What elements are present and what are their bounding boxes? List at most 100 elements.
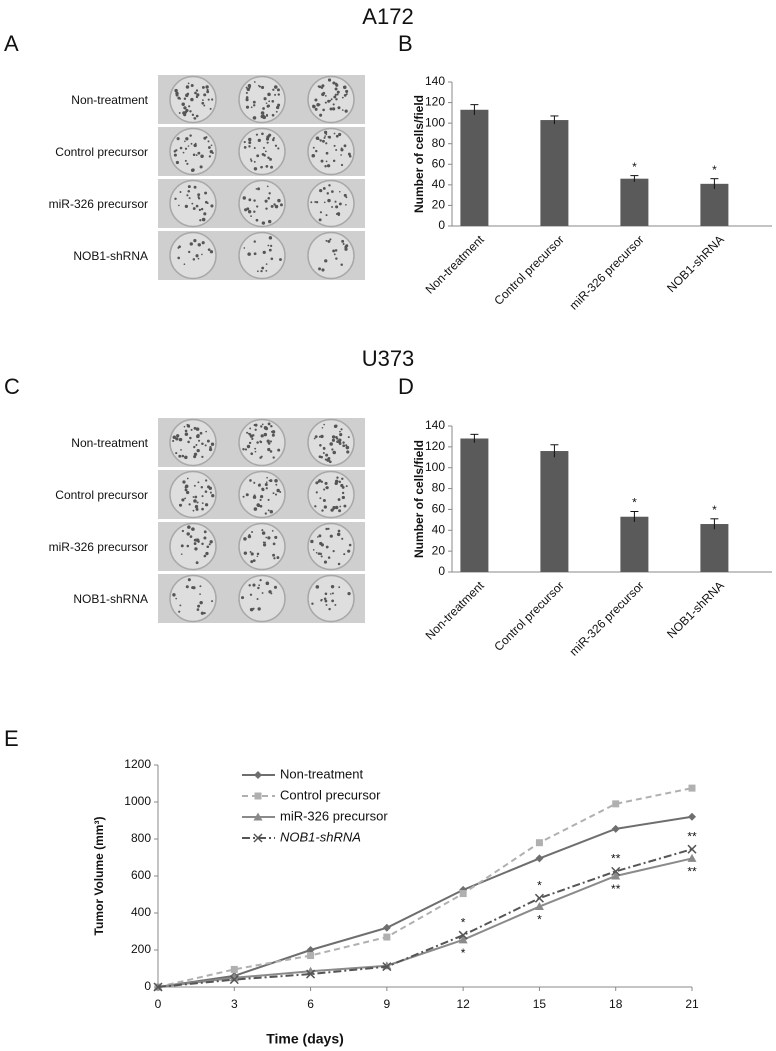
colony — [179, 191, 182, 193]
colony — [256, 503, 260, 507]
colony — [338, 442, 342, 445]
colony — [190, 428, 193, 431]
colony — [338, 132, 342, 137]
colony — [244, 448, 248, 451]
well — [238, 231, 286, 280]
colony — [247, 252, 251, 256]
colony — [177, 96, 181, 100]
colony — [249, 607, 254, 612]
marker — [254, 771, 262, 779]
colony — [209, 540, 213, 544]
colony — [267, 447, 271, 452]
cell-line-title: A172 — [362, 4, 413, 29]
colony — [340, 154, 342, 156]
colony — [189, 134, 192, 137]
colony — [260, 85, 265, 90]
colony — [270, 244, 273, 247]
colony — [253, 507, 258, 511]
colony — [245, 86, 248, 89]
colony — [265, 263, 268, 265]
colony — [259, 498, 262, 502]
colony — [310, 539, 314, 544]
colony — [190, 97, 194, 102]
colony — [205, 479, 208, 482]
colony — [188, 250, 191, 254]
colony — [198, 439, 201, 442]
colony — [255, 188, 258, 190]
significance: * — [712, 163, 717, 177]
colony — [260, 111, 265, 115]
colony — [324, 592, 328, 596]
colony — [273, 557, 276, 560]
colony — [337, 529, 341, 533]
colony — [273, 203, 276, 206]
colony — [206, 202, 209, 205]
y-tick-label: 1200 — [124, 757, 151, 771]
colony — [320, 480, 324, 483]
colony — [173, 153, 177, 157]
colony — [181, 529, 185, 533]
colony — [336, 437, 339, 440]
colony — [258, 584, 261, 587]
colony — [262, 541, 265, 544]
colony — [191, 586, 195, 590]
colony — [261, 423, 264, 426]
marker — [688, 812, 696, 821]
legend-label: NOB1-shRNA — [280, 829, 361, 844]
colony — [341, 96, 344, 99]
marker — [688, 784, 696, 792]
marker — [229, 973, 239, 982]
colony — [250, 560, 254, 564]
colony — [199, 593, 201, 595]
y-axis-label: Number of cells/field — [412, 95, 426, 213]
colony — [183, 97, 187, 100]
colony — [343, 193, 347, 197]
colony — [343, 144, 347, 148]
significance: * — [537, 878, 542, 892]
colony — [255, 218, 259, 222]
colony — [183, 106, 187, 110]
colony — [267, 196, 271, 200]
colony — [260, 455, 263, 458]
colony — [270, 204, 274, 208]
colony — [263, 154, 266, 157]
colony — [312, 146, 315, 149]
colony — [253, 199, 256, 202]
colony — [249, 593, 253, 596]
colony — [267, 104, 270, 108]
colony — [341, 477, 344, 481]
colony — [340, 163, 344, 167]
colony — [334, 87, 338, 91]
colony — [342, 444, 346, 448]
colony — [184, 159, 187, 162]
colony — [265, 164, 269, 168]
colony — [268, 248, 272, 252]
colony — [256, 154, 260, 158]
colony — [178, 112, 181, 114]
colony — [191, 527, 195, 531]
colony — [334, 249, 338, 252]
colony — [264, 541, 267, 544]
colony — [268, 236, 273, 240]
colony — [248, 441, 252, 445]
colony — [252, 116, 257, 120]
x-tick-label: 6 — [307, 997, 314, 1011]
colony — [331, 448, 334, 451]
colony — [201, 502, 204, 505]
colony — [343, 553, 346, 556]
colony — [343, 93, 347, 97]
marker — [535, 839, 543, 847]
plate-label: Control precursor — [55, 488, 148, 502]
colony — [209, 107, 212, 110]
panel-label: C — [4, 374, 20, 399]
colony — [187, 578, 191, 582]
colony — [196, 93, 200, 97]
colony — [192, 496, 195, 498]
well — [307, 179, 355, 228]
colony — [246, 431, 249, 434]
colony — [274, 493, 278, 496]
colony — [259, 483, 261, 486]
colony — [334, 479, 339, 484]
colony — [191, 202, 194, 205]
colony — [326, 164, 331, 168]
